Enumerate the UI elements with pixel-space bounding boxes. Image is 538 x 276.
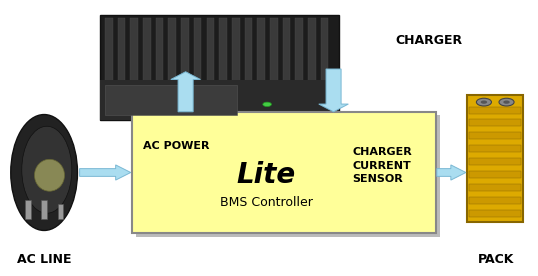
Bar — [469, 132, 521, 139]
Bar — [155, 18, 164, 83]
Bar — [105, 18, 112, 83]
Circle shape — [477, 98, 491, 106]
Bar — [469, 107, 521, 114]
Bar — [469, 184, 521, 191]
Bar — [118, 18, 125, 83]
Bar — [194, 18, 201, 83]
Bar — [469, 171, 521, 178]
FancyArrow shape — [80, 165, 131, 180]
Bar — [308, 18, 316, 83]
FancyBboxPatch shape — [58, 204, 63, 219]
FancyBboxPatch shape — [136, 115, 440, 237]
FancyBboxPatch shape — [25, 200, 31, 219]
Bar — [100, 80, 339, 120]
Bar — [469, 209, 521, 217]
Bar — [168, 18, 176, 83]
Ellipse shape — [11, 115, 77, 230]
Bar — [232, 18, 239, 83]
Bar — [105, 85, 237, 115]
Bar — [469, 145, 521, 152]
Bar — [467, 95, 523, 222]
Text: PACK: PACK — [478, 253, 514, 266]
FancyArrow shape — [171, 72, 200, 112]
Bar — [130, 18, 138, 83]
Bar — [143, 18, 151, 83]
Bar — [469, 158, 521, 165]
Ellipse shape — [22, 126, 72, 213]
Text: AC LINE: AC LINE — [17, 253, 72, 266]
Text: Lite: Lite — [237, 161, 296, 189]
Ellipse shape — [34, 159, 65, 191]
Text: AC POWER: AC POWER — [143, 141, 209, 151]
FancyArrow shape — [437, 165, 466, 180]
Circle shape — [503, 100, 509, 104]
Circle shape — [263, 102, 271, 107]
Bar — [181, 18, 189, 83]
Bar — [469, 120, 521, 126]
FancyBboxPatch shape — [132, 112, 436, 233]
Bar — [207, 18, 214, 83]
Bar — [245, 18, 252, 83]
Bar — [469, 197, 521, 204]
Bar — [321, 18, 329, 83]
FancyArrow shape — [318, 69, 348, 112]
Text: CHARGER: CHARGER — [395, 33, 463, 47]
FancyBboxPatch shape — [41, 200, 47, 219]
Bar — [220, 18, 227, 83]
Circle shape — [499, 98, 514, 106]
Bar — [270, 18, 278, 83]
Text: CHARGER
CURRENT
SENSOR: CHARGER CURRENT SENSOR — [352, 147, 412, 184]
Text: BMS Controller: BMS Controller — [220, 196, 313, 209]
Bar — [295, 18, 303, 83]
Bar — [100, 15, 339, 120]
Bar — [257, 18, 265, 83]
Circle shape — [481, 100, 487, 104]
Bar — [283, 18, 291, 83]
